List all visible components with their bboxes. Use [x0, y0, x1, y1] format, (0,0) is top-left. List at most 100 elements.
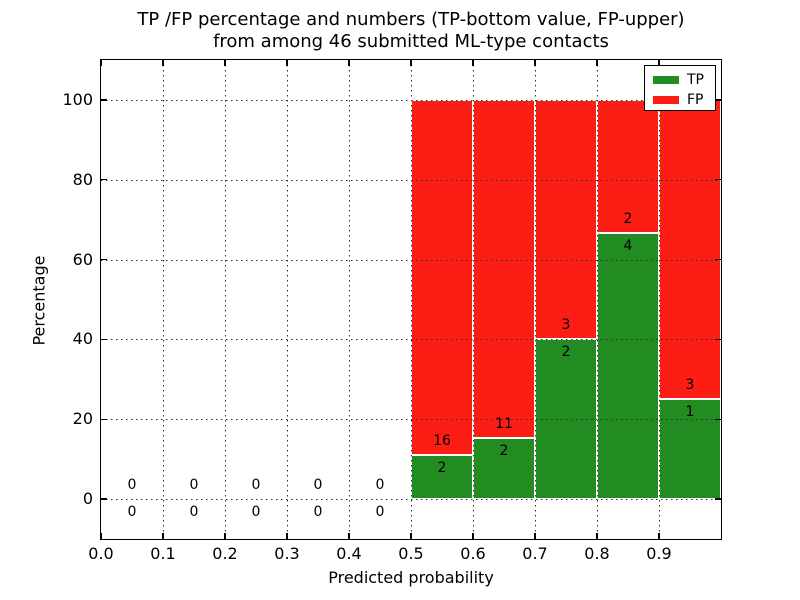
y-axis-label: Percentage [29, 255, 49, 346]
bar-fp-count-label: 0 [313, 477, 323, 494]
grid-line-vertical [658, 60, 660, 539]
x-tick-label: 0.7 [522, 544, 548, 563]
grid-line-vertical [286, 60, 288, 539]
plot-area: TP FP 0 0 0 0 0 0 0 0 0 0 16 2 11 2 3 2 2 4 3 1 [100, 59, 722, 540]
x-tick-mark [348, 60, 350, 66]
x-tick-mark [100, 60, 102, 66]
y-tick-mark [715, 99, 721, 101]
bar-tp-count-label: 0 [127, 504, 137, 521]
bar-tp-count-label: 2 [437, 459, 447, 476]
bar-fp-count-label: 3 [685, 377, 695, 394]
x-tick-label: 0.9 [646, 544, 672, 563]
y-tick-mark [101, 498, 107, 500]
legend-label-fp: FP [687, 92, 704, 108]
x-tick-label: 0.6 [460, 544, 486, 563]
y-tick-mark [101, 418, 107, 420]
x-tick-mark [348, 533, 350, 539]
x-tick-mark [410, 533, 412, 539]
x-axis-label: Predicted probability [328, 568, 494, 587]
x-tick-mark [534, 533, 536, 539]
bar-fp-count-label: 3 [561, 317, 571, 334]
x-tick-label: 0.0 [88, 544, 114, 563]
x-tick-mark [286, 60, 288, 66]
x-tick-mark [410, 60, 412, 66]
x-tick-label: 0.2 [212, 544, 238, 563]
grid-line-vertical [162, 60, 164, 539]
grid-line-horizontal [101, 339, 721, 341]
y-tick-mark [101, 338, 107, 341]
grid-line-vertical [224, 60, 226, 539]
bar-tp-count-label: 4 [623, 237, 633, 254]
x-tick-label: 0.3 [274, 544, 300, 563]
bar-fp-count-label: 16 [433, 432, 451, 449]
x-tick-mark [100, 533, 102, 539]
legend-swatch-tp-icon [653, 76, 679, 84]
bar-tp-segment [535, 339, 597, 500]
bar-fp-count-label: 11 [495, 415, 513, 432]
bar-fp-segment [473, 99, 535, 438]
y-tick-label: 40 [72, 329, 93, 349]
bar-fp-count-label: 0 [127, 477, 137, 494]
chart-title-line1: TP /FP percentage and numbers (TP-bottom… [137, 9, 685, 30]
y-tick-label: 60 [72, 249, 93, 269]
bar-tp-count-label: 0 [251, 504, 261, 521]
grid-line-horizontal [101, 259, 721, 261]
bar-tp-segment [411, 454, 473, 500]
x-tick-mark [286, 533, 288, 539]
bar-fp-segment [659, 99, 721, 400]
legend-item-fp: FP [645, 90, 715, 110]
x-tick-mark [534, 60, 536, 66]
bar-fp-segment [597, 99, 659, 233]
bar-fp-count-label: 2 [623, 210, 633, 227]
x-tick-mark [472, 60, 474, 66]
bar-tp-count-label: 0 [375, 504, 385, 521]
y-tick-label: 0 [82, 489, 93, 509]
grid-line-vertical [534, 60, 536, 539]
bar-fp-segment [411, 99, 473, 455]
x-tick-mark [658, 60, 660, 66]
y-tick-mark [715, 338, 721, 341]
legend-item-tp: TP [645, 70, 715, 90]
legend-swatch-fp-icon [653, 96, 679, 104]
bar-tp-count-label: 0 [189, 504, 199, 521]
legend: TP FP [644, 65, 716, 111]
x-tick-mark [162, 60, 164, 66]
y-tick-mark [715, 498, 721, 500]
bar-tp-count-label: 2 [499, 442, 509, 459]
bar-tp-segment [473, 437, 535, 500]
chart-title: TP /FP percentage and numbers (TP-bottom… [101, 9, 721, 53]
grid-line-vertical [348, 60, 350, 539]
y-tick-label: 80 [72, 169, 93, 189]
x-tick-mark [162, 533, 164, 539]
y-tick-label: 100 [62, 89, 93, 109]
grid-line-horizontal [101, 179, 721, 181]
x-tick-label: 0.4 [336, 544, 362, 563]
y-tick-mark [101, 258, 107, 261]
y-tick-mark [101, 99, 107, 101]
x-tick-mark [224, 60, 226, 66]
chart-title-line2: from among 46 submitted ML-type contacts [213, 31, 609, 52]
bar-fp-segment [535, 99, 597, 340]
x-tick-mark [472, 533, 474, 539]
y-tick-mark [715, 258, 721, 261]
x-tick-label: 0.1 [150, 544, 176, 563]
bar-fp-count-label: 0 [375, 477, 385, 494]
grid-line-vertical [596, 60, 598, 539]
y-tick-mark [715, 179, 721, 181]
y-tick-mark [101, 179, 107, 181]
grid-line-vertical [410, 60, 412, 539]
bar-fp-count-label: 0 [251, 477, 261, 494]
x-tick-label: 0.8 [584, 544, 610, 563]
y-tick-label: 20 [72, 409, 93, 429]
bar-tp-count-label: 2 [561, 344, 571, 361]
x-tick-mark [224, 533, 226, 539]
x-tick-mark [658, 533, 660, 539]
x-tick-mark [596, 60, 598, 66]
x-tick-label: 0.5 [398, 544, 424, 563]
bar-tp-segment [659, 399, 721, 500]
bar-tp-count-label: 0 [313, 504, 323, 521]
bar-fp-count-label: 0 [189, 477, 199, 494]
bar-tp-segment [597, 232, 659, 500]
grid-line-horizontal [101, 99, 721, 101]
